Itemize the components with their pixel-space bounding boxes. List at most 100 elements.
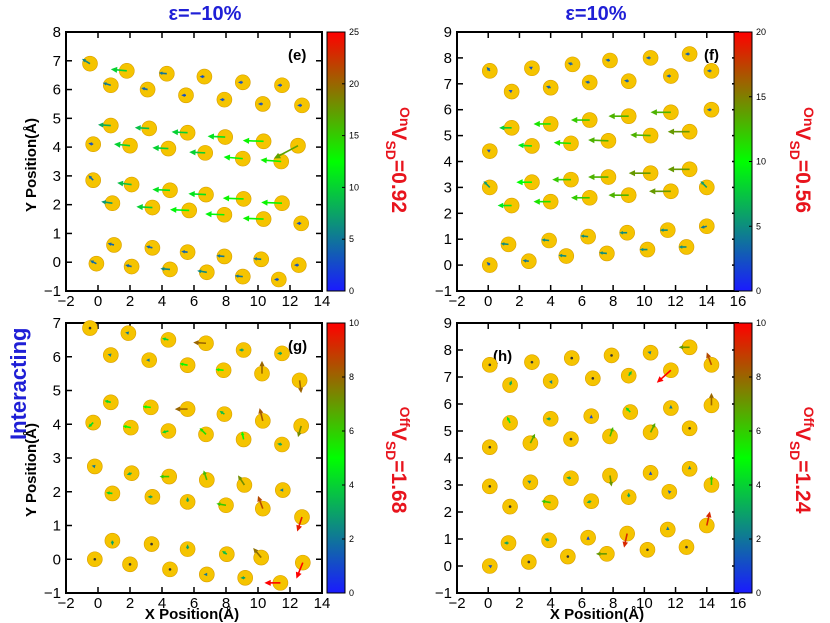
arrow-head <box>626 492 631 497</box>
colorbar-tick-label: 0 <box>349 286 354 296</box>
arrow-head <box>608 113 615 120</box>
arrow-head <box>649 188 656 195</box>
atom-marker <box>558 248 575 264</box>
arrow-head <box>88 142 93 146</box>
side-label: Interacting <box>6 328 31 440</box>
arrow-head <box>216 254 221 258</box>
arrow-head <box>678 245 683 249</box>
plot-frame <box>456 31 739 292</box>
arrow-head <box>234 274 239 278</box>
arrow-dot <box>168 568 172 571</box>
x-tick-label: 4 <box>546 293 554 310</box>
vsd-prefix: Off <box>397 407 413 428</box>
displacement-arrow <box>227 156 243 160</box>
arrow-dot <box>646 548 649 552</box>
arrow-head <box>238 348 243 352</box>
arrow-head <box>152 145 159 152</box>
displacement-arrow <box>246 217 264 220</box>
y-tick-label: 3 <box>53 450 61 467</box>
arrow-head <box>160 267 165 271</box>
arrow-head <box>101 200 107 205</box>
x-tick-label: 4 <box>546 595 554 612</box>
panel-header: ε=−10% <box>169 3 242 25</box>
vsd-symbol: V <box>791 126 814 140</box>
x-tick-label: 2 <box>126 293 134 310</box>
x-tick-label: 6 <box>578 595 586 612</box>
arrow-head <box>599 251 603 255</box>
arrow-head <box>605 58 610 63</box>
arrow-head <box>126 471 131 476</box>
arrow-head <box>122 425 127 429</box>
arrow-dot <box>88 326 92 330</box>
arrow-head <box>110 541 115 546</box>
vsd-label: OffVSD=1.68 <box>383 407 413 514</box>
arrow-head <box>258 408 264 414</box>
arrow-head <box>533 198 540 205</box>
colorbar <box>326 322 346 594</box>
arrow-head <box>171 129 179 136</box>
arrow-head <box>90 260 94 264</box>
vsd-prefix: On <box>801 107 817 126</box>
vsd-symbol: V <box>387 126 410 140</box>
arrow-head <box>499 125 505 131</box>
y-tick-label: 0 <box>53 254 61 271</box>
displacement-arrow <box>226 197 244 200</box>
arrow-head <box>197 269 202 274</box>
x-tick-label: −2 <box>57 293 74 310</box>
y-tick-label: 9 <box>444 24 452 41</box>
colorbar-tick-label: 2 <box>756 534 761 544</box>
x-tick-label: 14 <box>698 293 715 310</box>
arrow-head <box>295 571 302 579</box>
y-tick-label: 2 <box>444 504 452 521</box>
arrow-head <box>488 565 493 569</box>
displacement-arrow <box>264 159 282 163</box>
arrow-head <box>528 66 533 70</box>
colorbar-tick-label: 8 <box>756 372 761 382</box>
arrow-head <box>102 82 107 86</box>
x-axis-label: X Position(Å) <box>550 606 644 623</box>
arrow-head <box>544 538 549 542</box>
x-tick-label: 6 <box>190 595 198 612</box>
arrow-dot <box>527 560 531 564</box>
arrow-head <box>651 422 656 428</box>
x-tick-label: −2 <box>448 595 465 612</box>
y-tick-label: 7 <box>53 53 61 70</box>
arrow-head <box>297 431 302 438</box>
arrow-head <box>125 264 130 268</box>
panel-e: ε=−10% Y Position(Å) −2 0 2 4 6 8 10 12 14−10123… <box>23 3 413 310</box>
vsd-text: OffVSD=1.68 <box>383 407 413 514</box>
vsd-value: =0.92 <box>387 160 410 213</box>
arrow-head <box>125 331 130 335</box>
arrow-head <box>650 109 657 116</box>
arrow-head <box>219 410 224 415</box>
arrow-head <box>222 550 226 555</box>
arrow-head <box>170 206 177 213</box>
arrow-head <box>500 242 505 246</box>
y-tick-label: 7 <box>444 76 452 93</box>
atom-marker <box>216 248 233 265</box>
arrow-head <box>659 228 664 232</box>
arrow-head <box>486 66 491 71</box>
arrow-head <box>188 191 195 198</box>
vsd-value: =1.24 <box>791 460 814 513</box>
arrow-head <box>238 475 243 481</box>
arrow-head <box>700 225 705 229</box>
x-tick-label: 14 <box>314 595 331 612</box>
x-tick-label: 8 <box>222 595 230 612</box>
vsd-symbol: V <box>791 427 814 441</box>
vsd-subscript: SD <box>787 441 803 460</box>
vsd-label: OffVSD=1.24 <box>787 407 817 514</box>
x-tick-label: 2 <box>515 293 523 310</box>
y-tick-label: 6 <box>53 82 61 99</box>
arrow-head <box>656 376 664 383</box>
arrow-dot <box>569 437 573 441</box>
arrow-head <box>630 132 637 139</box>
panel-letter: (e) <box>288 47 306 64</box>
arrow-head <box>181 250 185 254</box>
arrow-head <box>82 58 87 63</box>
x-tick-label: 8 <box>222 293 230 310</box>
arrow-head <box>608 481 614 487</box>
arrow-head <box>508 380 513 385</box>
vsd-value: =0.56 <box>791 160 814 213</box>
arrow-head <box>570 117 578 124</box>
